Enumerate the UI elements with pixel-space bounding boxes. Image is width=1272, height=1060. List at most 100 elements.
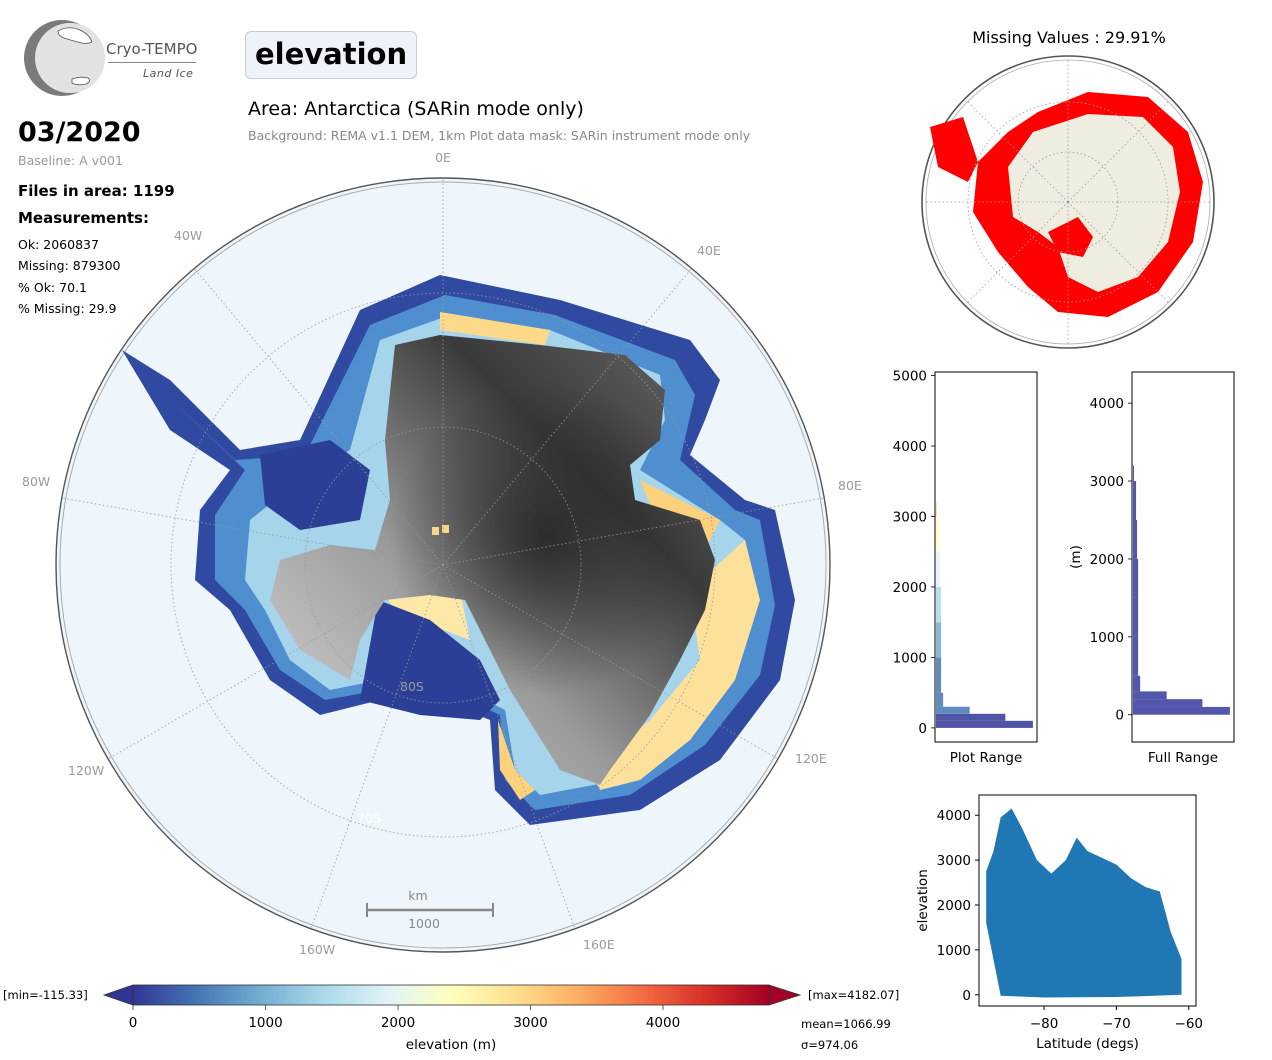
date-label: 03/2020 bbox=[18, 117, 141, 148]
hist-bar bbox=[936, 657, 942, 693]
scalebar-unit: km bbox=[408, 888, 427, 903]
colorbar-min-label: [min=-115.33] bbox=[3, 988, 88, 1002]
hist-bar bbox=[936, 720, 1033, 728]
lon-120e-label: 120E bbox=[795, 751, 827, 766]
hist-ytick-label: 1000 bbox=[893, 650, 927, 666]
colorbar-tick-label: 0 bbox=[129, 1015, 138, 1031]
plot-range-histogram: 0 1000 2000 3000 4000 5000 Plot Range bbox=[893, 369, 1038, 766]
hist-frame bbox=[934, 371, 1038, 743]
cryo-tempo-logo bbox=[20, 17, 200, 97]
hist-bar bbox=[1133, 706, 1230, 715]
lon-0-label: 0E bbox=[435, 150, 451, 165]
files-count: Files in area: 1199 bbox=[18, 182, 175, 200]
lon-40e-label: 40E bbox=[697, 243, 721, 258]
stat-missing: Missing: 879300 bbox=[18, 258, 121, 273]
variable-title: elevation bbox=[245, 31, 418, 79]
side-charts: 0 1000 2000 3000 4000 5000 Plot Range 0 1000 200… bbox=[893, 369, 1235, 1052]
hist-bar bbox=[936, 692, 944, 707]
scalebar-value: 1000 bbox=[408, 916, 440, 931]
colorbar-tick-label: 3000 bbox=[513, 1015, 547, 1031]
colorbar-tick-label: 4000 bbox=[646, 1015, 680, 1031]
area-subtitle: Background: REMA v1.1 DEM, 1km Plot data… bbox=[248, 128, 751, 143]
logo-globe-icon bbox=[24, 20, 105, 96]
hist-ytick-label: 3000 bbox=[893, 509, 927, 525]
scatter-ytick-label: 4000 bbox=[937, 808, 971, 824]
main-map: 0E 40E 80E 120E 160E 40W 80W 120W 160W 8… bbox=[22, 150, 862, 957]
logo-title: Cryo-TEMPO bbox=[106, 40, 198, 58]
lon-120w-label: 120W bbox=[68, 763, 104, 778]
lon-40w-label: 40W bbox=[174, 228, 202, 243]
land-area bbox=[1008, 114, 1180, 292]
lon-160w-label: 160W bbox=[299, 942, 335, 957]
stat-pct-missing: % Missing: 29.9 bbox=[18, 301, 117, 316]
hist-ylabel: (m) bbox=[1068, 545, 1084, 569]
logo-divider bbox=[108, 62, 196, 63]
hist-ytick-label: 0 bbox=[918, 721, 927, 737]
hist-bar bbox=[936, 586, 942, 623]
hist-ytick-label: 2000 bbox=[893, 580, 927, 596]
hist-ytick-label: 4000 bbox=[893, 439, 927, 455]
hist-xlabel: Plot Range bbox=[950, 750, 1023, 766]
logo-subtitle: Land Ice bbox=[143, 67, 194, 80]
colorbar: 0 1000 2000 3000 4000 [min=-115.33] [max=418… bbox=[3, 984, 899, 1053]
hist-bar bbox=[936, 706, 970, 714]
hist-bar bbox=[936, 551, 941, 587]
baseline-label: Baseline: A v001 bbox=[18, 153, 123, 168]
stat-pct-ok: % Ok: 70.1 bbox=[18, 280, 87, 295]
scatter-ylabel: elevation bbox=[915, 869, 931, 931]
lon-80e-label: 80E bbox=[838, 478, 862, 493]
hist-bar bbox=[1133, 597, 1139, 637]
hist-ytick-label: 0 bbox=[1115, 708, 1124, 724]
missing-values-title: Missing Values : 29.91% bbox=[972, 28, 1166, 47]
scatter-ytick-label: 1000 bbox=[937, 943, 971, 959]
graticule bbox=[61, 178, 825, 930]
hist-frame bbox=[1131, 371, 1235, 743]
hist-bar bbox=[1133, 520, 1138, 559]
hist-bar bbox=[1133, 675, 1141, 692]
area-title: Area: Antarctica (SARin mode only) bbox=[248, 98, 584, 120]
hist-bar bbox=[1133, 636, 1139, 676]
stat-ok: Ok: 2060837 bbox=[18, 237, 99, 252]
hist-ytick-label: 4000 bbox=[1090, 396, 1124, 412]
lat-80s-label: 80S bbox=[400, 679, 424, 694]
measurements-header: Measurements: bbox=[18, 209, 149, 227]
scatter-ytick-label: 0 bbox=[962, 988, 971, 1004]
hist-bar bbox=[936, 713, 1006, 721]
hist-xlabel: Full Range bbox=[1148, 750, 1218, 766]
missing-values-map bbox=[921, 55, 1215, 349]
scatter-xtick-label: −60 bbox=[1175, 1016, 1204, 1032]
scatter-ytick-label: 3000 bbox=[937, 853, 971, 869]
colorbar-ticks: 0 1000 2000 3000 4000 bbox=[129, 1005, 680, 1031]
hist-ytick-label: 3000 bbox=[1090, 474, 1124, 490]
hist-ytick-label: 5000 bbox=[893, 369, 927, 385]
lat-70s-label: 70S bbox=[357, 811, 381, 826]
colorbar-sigma: σ=974.06 bbox=[801, 1038, 858, 1052]
hist-bar bbox=[936, 622, 942, 658]
lon-160e-label: 160E bbox=[583, 937, 615, 952]
hist-ytick-label: 2000 bbox=[1090, 552, 1124, 568]
colorbar-title: elevation (m) bbox=[406, 1037, 496, 1053]
colorbar-max-arrow bbox=[768, 984, 802, 1006]
scatter-points-cloud bbox=[986, 808, 1182, 998]
colorbar-tick-label: 2000 bbox=[381, 1015, 415, 1031]
elevation-latitude-scatter: −80 −70 −60 0 1000 2000 3000 4000 Latitude (degs… bbox=[915, 794, 1204, 1052]
lon-80w-label: 80W bbox=[22, 474, 50, 489]
scatter-xlabel: Latitude (degs) bbox=[1036, 1036, 1139, 1052]
scatter-frame bbox=[978, 794, 1197, 1007]
colorbar-tick-label: 1000 bbox=[248, 1015, 282, 1031]
graticule-labels: 0E 40E 80E 120E 160E 40W 80W 120W 160W 8… bbox=[22, 150, 862, 957]
hist-bar bbox=[1133, 558, 1139, 598]
hist-bar bbox=[1133, 465, 1135, 482]
colorbar-min-arrow bbox=[102, 984, 134, 1006]
hist-ytick-label: 1000 bbox=[1090, 630, 1124, 646]
hist-bar bbox=[1133, 481, 1137, 520]
scalebar: km 1000 bbox=[366, 888, 494, 931]
colorbar-max-label: [max=4182.07] bbox=[808, 988, 899, 1002]
full-range-histogram: 0 1000 2000 3000 4000 Full Range (m) bbox=[1068, 371, 1235, 766]
hist-bar bbox=[936, 502, 938, 517]
colorbar-bar bbox=[132, 984, 770, 1006]
hist-bar bbox=[1133, 699, 1203, 707]
scatter-ytick-label: 2000 bbox=[937, 898, 971, 914]
hist-bar bbox=[1133, 691, 1167, 700]
scatter-xtick-label: −70 bbox=[1102, 1016, 1131, 1032]
